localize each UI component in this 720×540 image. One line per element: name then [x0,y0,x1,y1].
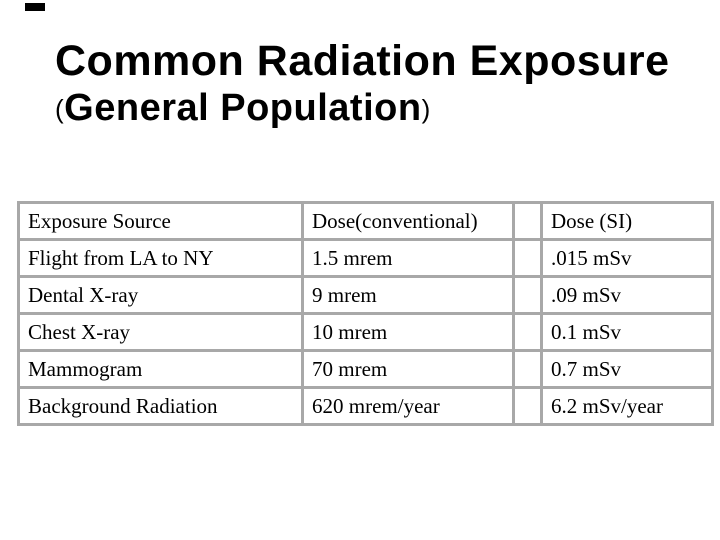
slide-title: Common Radiation Exposure (General Popul… [55,38,670,131]
corner-mark [25,3,45,11]
table-row: Background Radiation 620 mrem/year 6.2 m… [17,386,714,426]
cell-dose-si: 6.2 mSv/year [540,386,714,426]
cell-source: Background Radiation [17,386,304,426]
table-row: Flight from LA to NY 1.5 mrem .015 mSv [17,238,714,278]
header-dose-conventional: Dose(conventional) [301,201,515,241]
header-dose-si: Dose (SI) [540,201,714,241]
spacer-cell [512,201,543,241]
close-paren: ) [421,94,431,124]
title-line-1: Common Radiation Exposure [55,37,670,85]
spacer-cell [512,238,543,278]
cell-source: Mammogram [17,349,304,389]
cell-source: Flight from LA to NY [17,238,304,278]
cell-dose-conventional: 10 mrem [301,312,515,352]
cell-dose-si: .015 mSv [540,238,714,278]
open-paren: ( [55,94,65,124]
title-line-2: (General Population) [55,88,670,131]
spacer-cell [512,349,543,389]
table-row: Mammogram 70 mrem 0.7 mSv [17,349,714,389]
title-line-2-text: General Population [64,87,422,129]
cell-dose-si: 0.1 mSv [540,312,714,352]
radiation-exposure-table: Exposure Source Dose(conventional) Dose … [17,201,714,426]
cell-dose-conventional: 70 mrem [301,349,515,389]
cell-dose-si: 0.7 mSv [540,349,714,389]
spacer-cell [512,275,543,315]
table-row: Chest X-ray 10 mrem 0.1 mSv [17,312,714,352]
spacer-cell [512,386,543,426]
cell-dose-conventional: 1.5 mrem [301,238,515,278]
cell-dose-si: .09 mSv [540,275,714,315]
table-row: Dental X-ray 9 mrem .09 mSv [17,275,714,315]
spacer-cell [512,312,543,352]
table-header-row: Exposure Source Dose(conventional) Dose … [17,201,714,241]
cell-dose-conventional: 620 mrem/year [301,386,515,426]
cell-source: Chest X-ray [17,312,304,352]
header-exposure-source: Exposure Source [17,201,304,241]
cell-dose-conventional: 9 mrem [301,275,515,315]
cell-source: Dental X-ray [17,275,304,315]
